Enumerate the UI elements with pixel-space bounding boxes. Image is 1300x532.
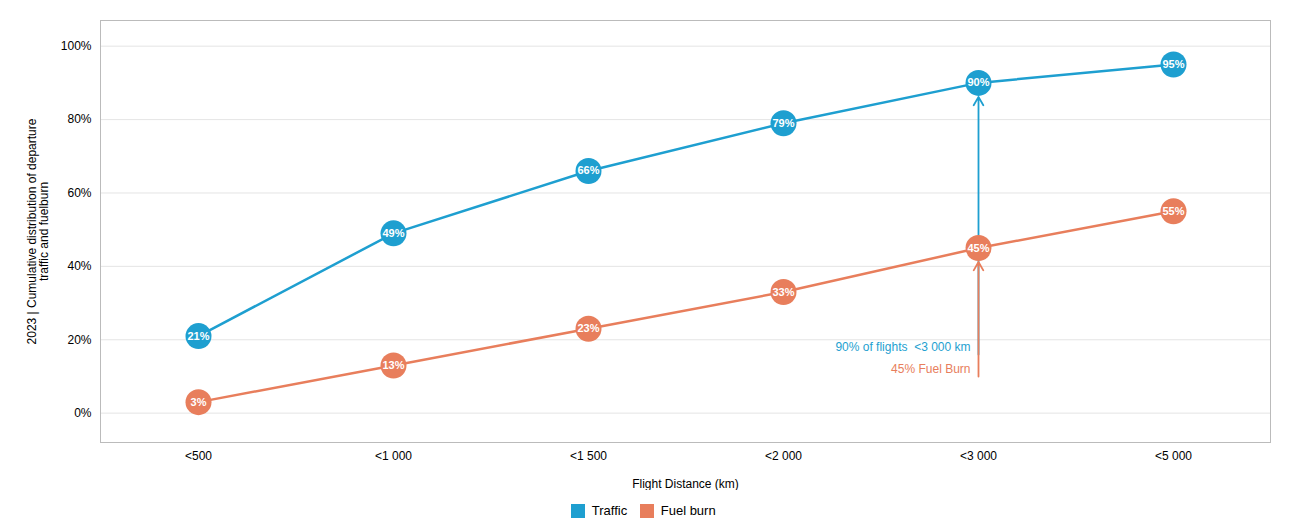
svg-text:0%: 0% bbox=[74, 406, 92, 420]
html-text:Traffic: Traffic bbox=[591, 503, 628, 518]
svg-text:45%: 45% bbox=[967, 242, 989, 254]
svg-text:<2 000: <2 000 bbox=[765, 449, 802, 463]
svg-text:66%: 66% bbox=[577, 164, 599, 176]
svg-text:<1 500: <1 500 bbox=[570, 449, 607, 463]
svg-text:<500: <500 bbox=[185, 449, 212, 463]
svg-text:40%: 40% bbox=[67, 259, 91, 273]
svg-text:90% of flights <3 000 km: 90% of flights <3 000 km bbox=[835, 340, 970, 354]
svg-text:13%: 13% bbox=[382, 359, 404, 371]
svg-text:79%: 79% bbox=[772, 117, 794, 129]
svg-text:80%: 80% bbox=[67, 112, 91, 126]
svg-text:3%: 3% bbox=[191, 396, 207, 408]
svg-text:33%: 33% bbox=[772, 286, 794, 298]
svg-text:20%: 20% bbox=[67, 333, 91, 347]
svg-text:<3 000: <3 000 bbox=[960, 449, 997, 463]
svg-text:60%: 60% bbox=[67, 186, 91, 200]
svg-text:55%: 55% bbox=[1162, 205, 1184, 217]
svg-text:95%: 95% bbox=[1162, 58, 1184, 70]
svg-text:Flight Distance (km): Flight Distance (km) bbox=[632, 477, 739, 491]
svg-text:100%: 100% bbox=[61, 39, 92, 53]
svg-text:90%: 90% bbox=[967, 76, 989, 88]
svg-text:21%: 21% bbox=[187, 330, 209, 342]
svg-text:2023 | Cumulative distribution: 2023 | Cumulative distribution of depart… bbox=[25, 118, 51, 344]
html-text:Fuel burn: Fuel burn bbox=[660, 503, 716, 518]
svg-text:49%: 49% bbox=[382, 227, 404, 239]
svg-text:<1 000: <1 000 bbox=[375, 449, 412, 463]
svg-text:45% Fuel Burn: 45% Fuel Burn bbox=[891, 362, 970, 376]
svg-text:<5 000: <5 000 bbox=[1155, 449, 1192, 463]
svg-text:23%: 23% bbox=[577, 322, 599, 334]
